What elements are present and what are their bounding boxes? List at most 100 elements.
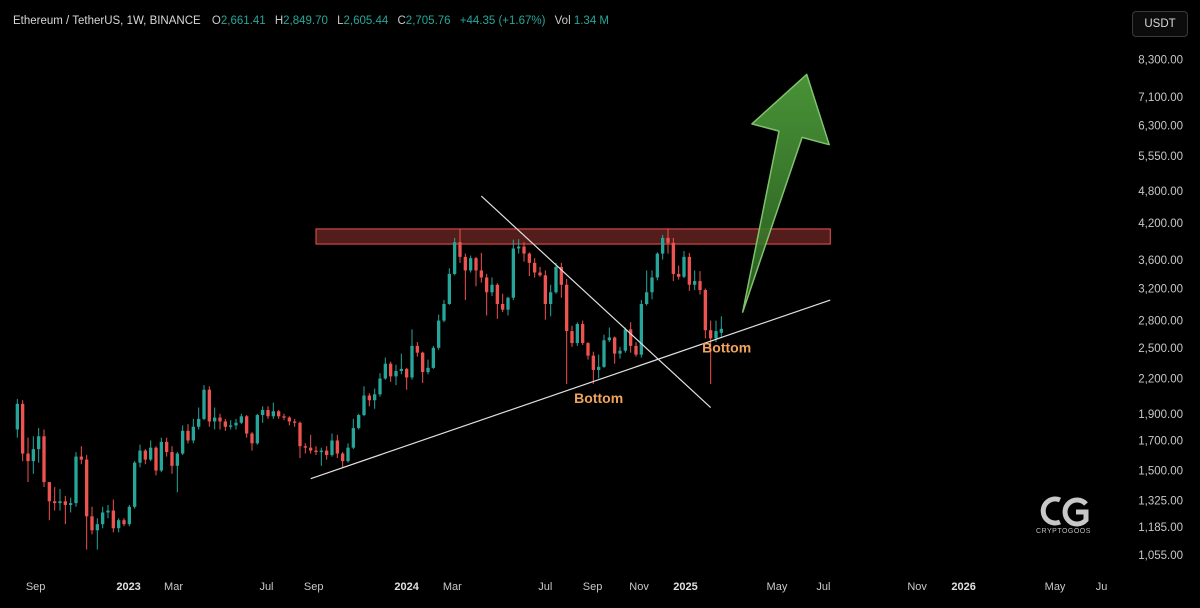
candle bbox=[495, 283, 499, 319]
candle-body bbox=[586, 343, 590, 356]
candle-body bbox=[47, 482, 51, 502]
candle bbox=[527, 252, 531, 277]
candle-body bbox=[186, 430, 190, 441]
candle bbox=[234, 418, 238, 430]
candle-body bbox=[426, 367, 430, 373]
candle-body bbox=[501, 304, 505, 310]
candle-body bbox=[463, 256, 467, 271]
candle-body bbox=[74, 456, 78, 504]
candle-body bbox=[431, 347, 435, 368]
y-tick-label: 5,550.00 bbox=[1138, 151, 1183, 163]
candle-body bbox=[437, 320, 441, 348]
y-tick-label: 1,500.00 bbox=[1138, 466, 1183, 478]
x-tick-label: May bbox=[767, 581, 788, 593]
candle bbox=[575, 322, 579, 346]
candle bbox=[421, 351, 425, 383]
candle bbox=[69, 497, 73, 513]
x-tick-label: Jul bbox=[816, 581, 830, 593]
candle bbox=[490, 277, 494, 297]
candle bbox=[341, 452, 345, 468]
candle-body bbox=[570, 331, 574, 344]
y-tick-label: 7,100.00 bbox=[1138, 92, 1183, 104]
candle-body bbox=[618, 350, 622, 354]
candle bbox=[111, 499, 115, 533]
candle-body bbox=[527, 253, 531, 263]
candle bbox=[581, 320, 585, 345]
x-tick-label: Ju bbox=[1096, 581, 1108, 593]
candle-body bbox=[170, 452, 174, 466]
candle-body bbox=[138, 450, 142, 463]
candle-body bbox=[133, 462, 137, 507]
candle bbox=[143, 449, 147, 465]
candle bbox=[650, 270, 654, 300]
candle bbox=[655, 252, 659, 281]
candle-body bbox=[634, 345, 638, 355]
x-axis[interactable]: Sep 2023 Mar Jul Sep 2024 Mar Jul Sep Nov 2025 May J… bbox=[26, 581, 1108, 593]
logo-c-mark bbox=[1040, 496, 1061, 526]
candle bbox=[271, 402, 275, 419]
candle bbox=[559, 262, 563, 298]
candle bbox=[218, 413, 222, 430]
x-tick-label: May bbox=[1045, 581, 1066, 593]
candle bbox=[399, 353, 403, 375]
y-axis[interactable]: 8,300.00 7,100.00 6,300.00 5,550.00 4,800.00… bbox=[1138, 54, 1183, 562]
candle-body bbox=[623, 329, 627, 351]
candle-body bbox=[277, 411, 281, 417]
candle bbox=[319, 447, 323, 466]
candle bbox=[463, 253, 467, 301]
candle bbox=[639, 300, 643, 358]
candle bbox=[522, 242, 526, 262]
candle-body bbox=[26, 453, 30, 462]
resistance-zone-layer bbox=[315, 228, 831, 245]
arrow-layer bbox=[741, 73, 830, 313]
candle bbox=[101, 506, 105, 529]
candle-body bbox=[63, 501, 67, 505]
candle-body bbox=[389, 363, 393, 377]
candle-body bbox=[517, 246, 521, 249]
y-tick-label: 2,800.00 bbox=[1138, 316, 1183, 328]
candle-body bbox=[709, 330, 713, 339]
candle-body bbox=[298, 422, 302, 447]
candle bbox=[74, 452, 78, 507]
bullish-arrow bbox=[741, 73, 830, 313]
candle bbox=[138, 444, 142, 468]
candle bbox=[469, 255, 473, 273]
candle-body bbox=[255, 415, 259, 444]
currency-button[interactable]: USDT bbox=[1132, 11, 1188, 37]
candle-body bbox=[367, 395, 371, 401]
candle-body bbox=[175, 453, 179, 466]
candle bbox=[293, 418, 297, 427]
candle bbox=[485, 273, 489, 316]
y-tick-label: 4,800.00 bbox=[1138, 186, 1183, 198]
candle-body bbox=[383, 363, 387, 379]
candle-body bbox=[362, 395, 366, 416]
candle-body bbox=[357, 415, 361, 429]
candle bbox=[245, 415, 249, 438]
candle bbox=[165, 437, 169, 457]
candle bbox=[79, 446, 83, 465]
candle-body bbox=[575, 324, 579, 344]
candle-body bbox=[447, 273, 451, 304]
candle bbox=[282, 413, 286, 421]
candle-body bbox=[314, 450, 318, 453]
candle bbox=[618, 346, 622, 359]
y-tick-label: 3,200.00 bbox=[1138, 283, 1183, 295]
candle-body bbox=[271, 411, 275, 417]
candle bbox=[266, 406, 270, 419]
candle bbox=[714, 320, 718, 343]
candle bbox=[186, 424, 190, 444]
candle-body bbox=[37, 436, 41, 450]
candle bbox=[677, 265, 681, 280]
candle-body bbox=[266, 409, 270, 417]
candle-body bbox=[335, 440, 339, 454]
candle-body bbox=[122, 520, 126, 525]
candle-body bbox=[303, 446, 307, 448]
candle bbox=[511, 239, 515, 301]
candle-body bbox=[197, 418, 201, 427]
candle bbox=[298, 421, 302, 459]
candle-body bbox=[58, 501, 62, 504]
y-tick-label: 2,200.00 bbox=[1138, 374, 1183, 386]
candle bbox=[37, 428, 41, 463]
candle bbox=[517, 239, 521, 254]
